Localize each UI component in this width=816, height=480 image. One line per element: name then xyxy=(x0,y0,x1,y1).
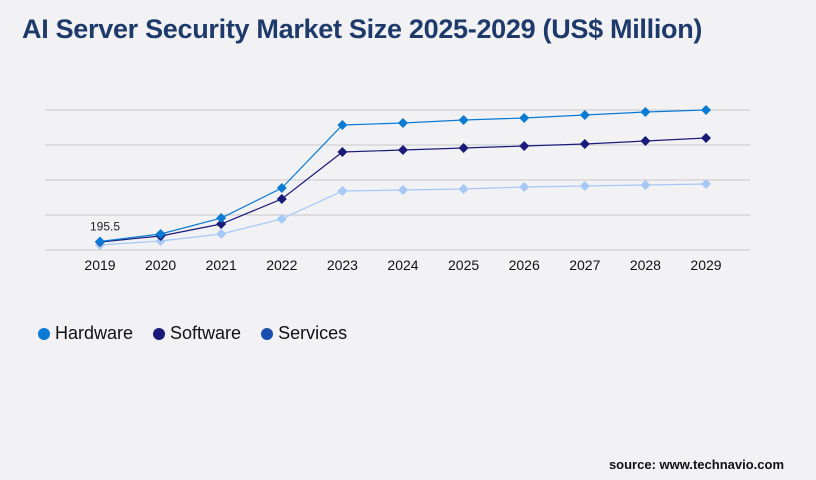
data-point-software xyxy=(398,144,408,155)
legend-item-hardware[interactable]: Hardware xyxy=(38,323,133,344)
legend: Hardware Software Services xyxy=(38,323,347,344)
legend-item-services[interactable]: Services xyxy=(261,323,347,344)
x-tick-label: 2022 xyxy=(266,257,297,273)
data-point-services xyxy=(337,185,348,196)
data-point-software xyxy=(579,138,590,149)
x-tick-label: 2029 xyxy=(690,257,721,273)
data-point-services xyxy=(216,228,227,239)
data-point-software xyxy=(640,136,651,147)
legend-label: Software xyxy=(170,323,242,343)
x-tick-label: 2021 xyxy=(206,257,237,273)
source-note: source: www.technavio.com xyxy=(608,457,784,472)
x-tick-label: 2027 xyxy=(569,257,600,273)
data-point-hardware xyxy=(640,107,651,118)
series-line-hardware xyxy=(99,109,707,243)
software-marker-icon xyxy=(153,327,166,340)
data-point-hardware xyxy=(95,236,105,247)
data-point-hardware xyxy=(276,183,287,194)
data-point-hardware xyxy=(155,228,166,239)
legend-label: Hardware xyxy=(55,323,134,343)
chart-title: AI Server Security Market Size 2025-2029… xyxy=(22,14,703,44)
data-point-hardware xyxy=(216,213,227,224)
data-point-services xyxy=(640,179,651,190)
data-point-software xyxy=(276,193,287,204)
data-point-software xyxy=(337,147,348,157)
data-point-software xyxy=(701,133,711,143)
x-tick-label: 2026 xyxy=(509,257,540,273)
line-chart: 2019 2020 2021 2022 2023 2024 2025 2026 2027 2028… xyxy=(45,105,750,273)
data-point-services xyxy=(701,178,711,189)
data-point-services xyxy=(458,184,469,195)
data-point-services xyxy=(519,182,530,192)
data-point-hardware xyxy=(458,115,469,126)
data-point-services xyxy=(579,180,590,191)
x-tick-label: 2020 xyxy=(145,257,176,273)
data-point-software xyxy=(458,143,469,154)
data-point-software xyxy=(216,219,227,230)
services-marker-icon xyxy=(261,327,274,340)
x-tick-label: 2019 xyxy=(84,257,115,273)
legend-label: Services xyxy=(278,323,348,343)
x-tick-label: 2025 xyxy=(448,257,479,273)
data-point-services xyxy=(276,213,287,224)
x-tick-label: 2028 xyxy=(630,257,661,273)
hardware-marker-icon xyxy=(38,327,50,340)
data-point-hardware xyxy=(701,105,711,115)
data-point-services xyxy=(398,185,408,196)
data-point-hardware xyxy=(519,113,530,124)
data-point-hardware xyxy=(398,117,408,128)
legend-item-software[interactable]: Software xyxy=(153,323,241,344)
x-tick-label: 2024 xyxy=(387,257,418,273)
x-tick-label: 2023 xyxy=(327,257,358,273)
data-label: 195.5 xyxy=(90,219,120,233)
data-point-hardware xyxy=(337,120,348,131)
data-point-hardware xyxy=(579,109,590,120)
data-point-software xyxy=(519,141,530,152)
